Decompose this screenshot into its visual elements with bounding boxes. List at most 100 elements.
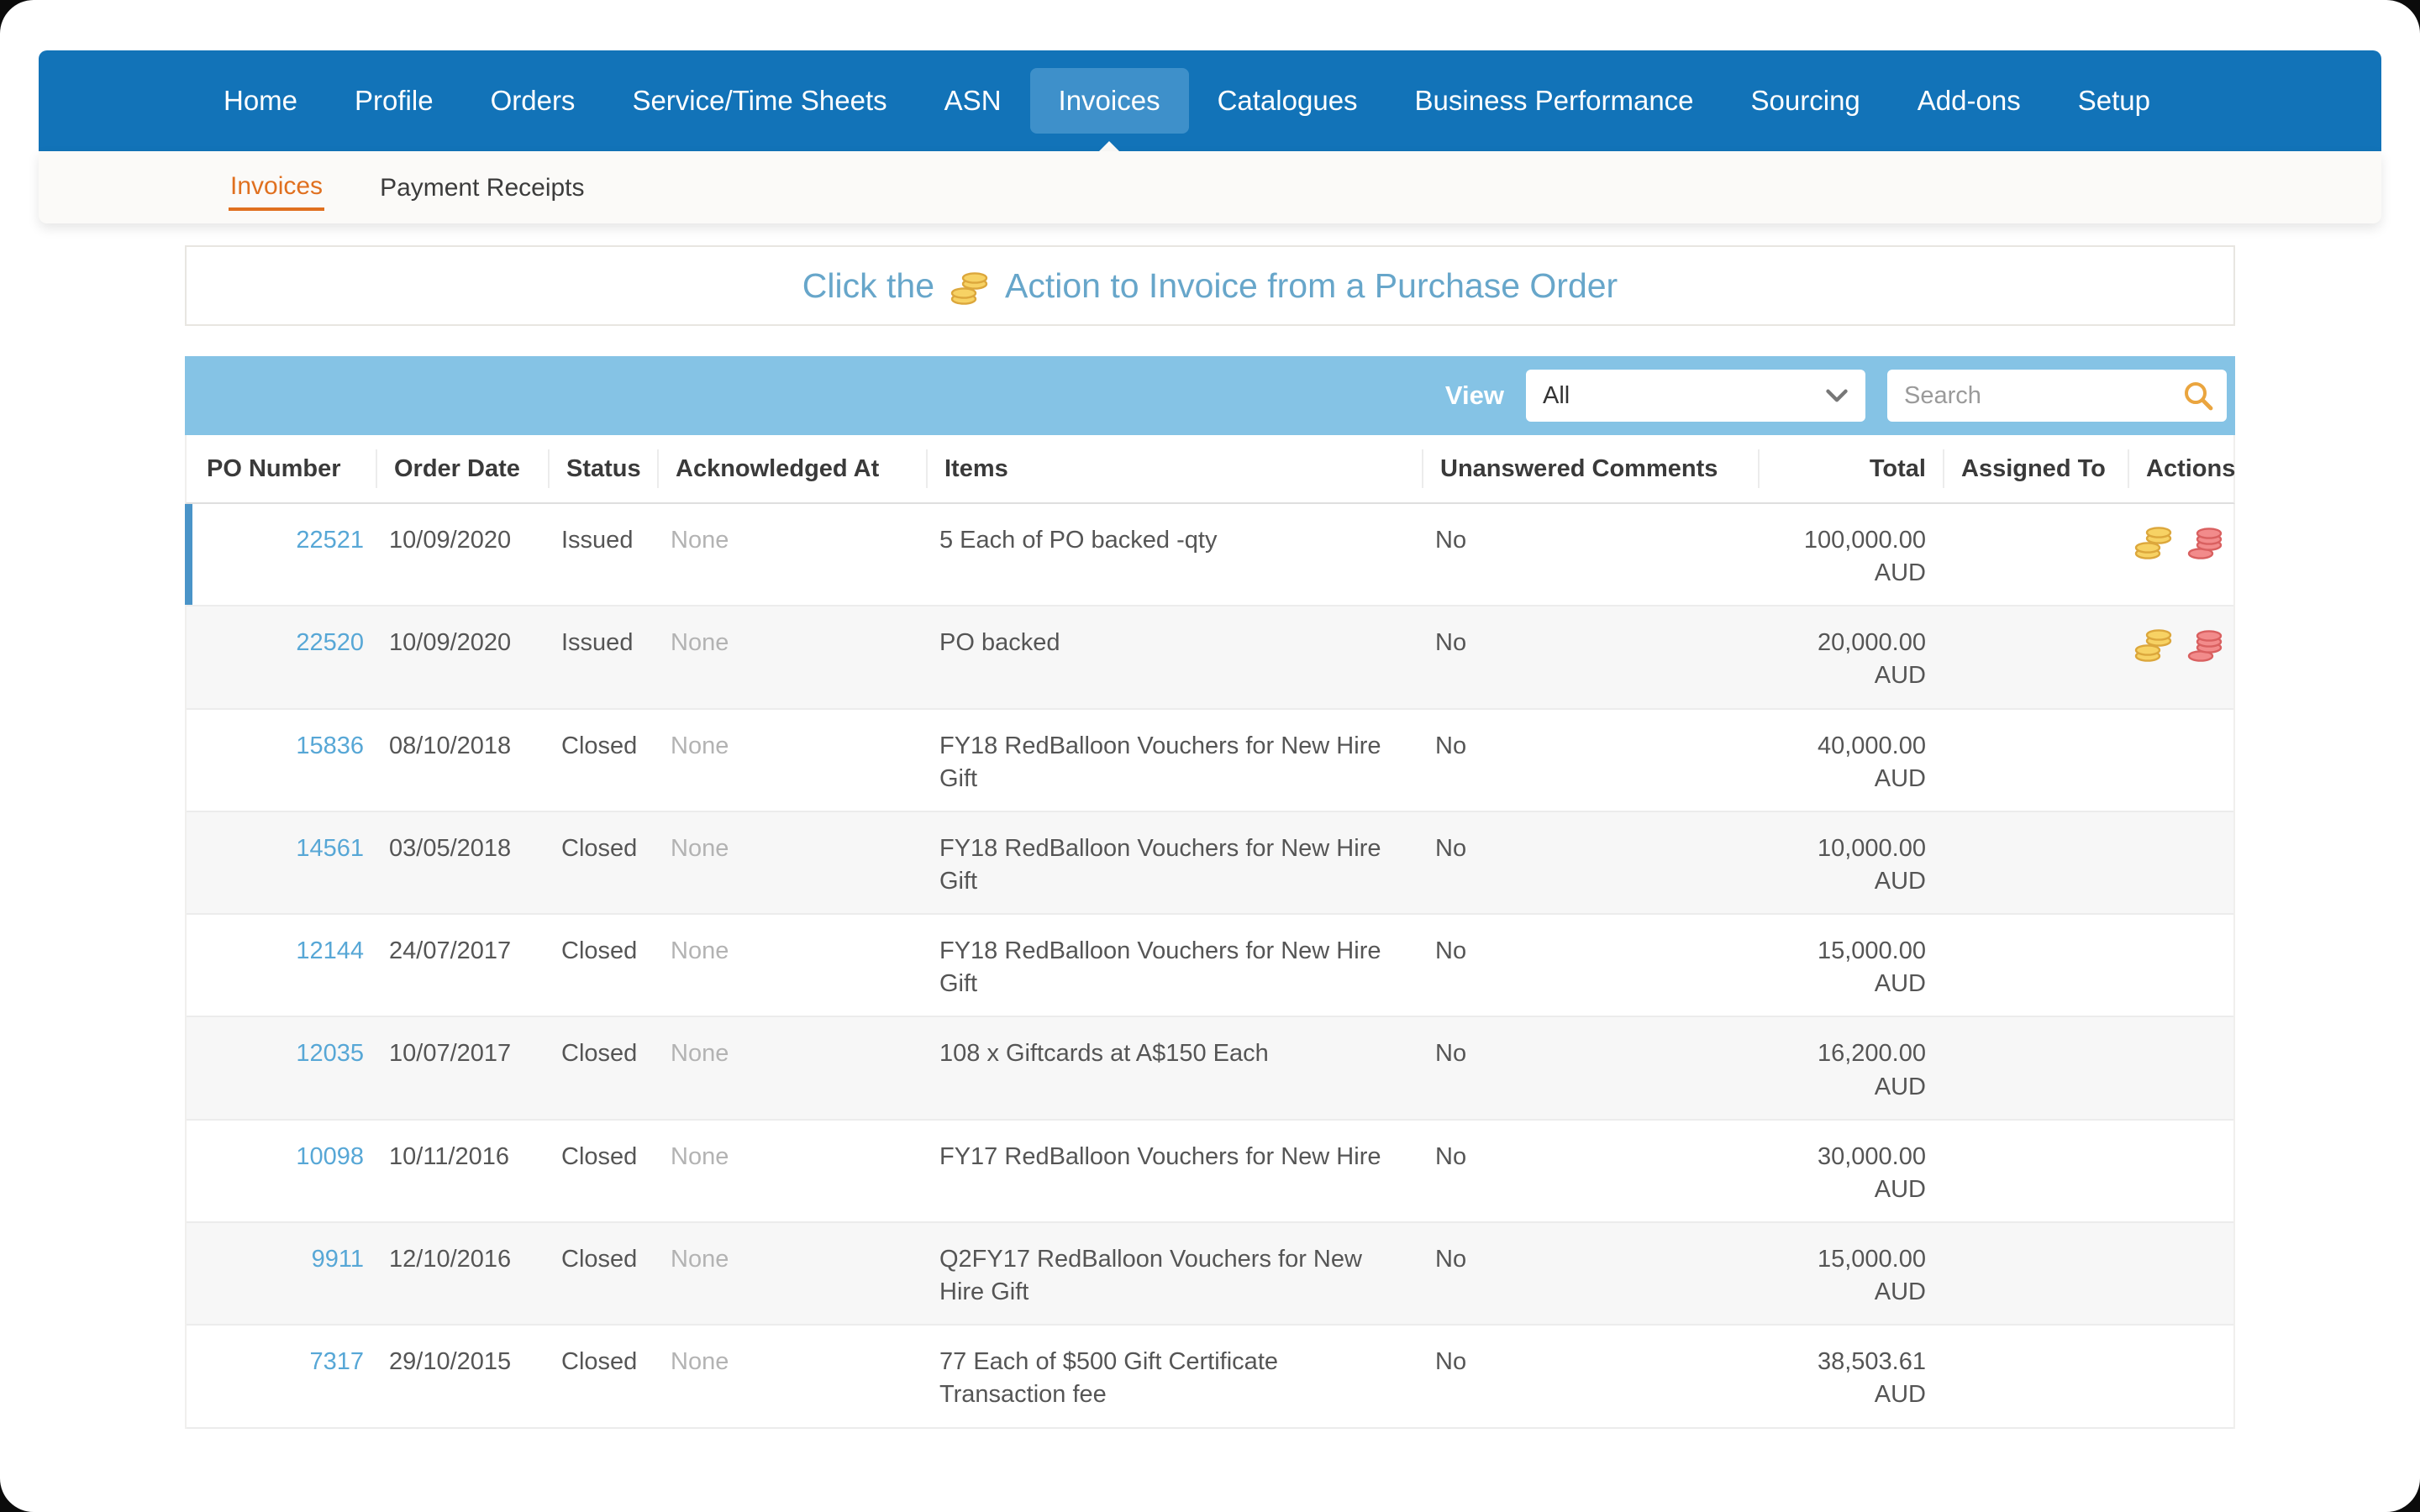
table-row: 12035 10/07/2017 Closed None 108 x Giftc…: [187, 1017, 2233, 1121]
nav-item-invoices[interactable]: Invoices: [1029, 68, 1189, 134]
items-cell: FY17 RedBalloon Vouchers for New Hire: [939, 1142, 1381, 1170]
table-row: 22521 10/09/2020 Issued None 5 Each of P…: [185, 504, 2233, 607]
status-cell: Closed: [561, 1142, 638, 1170]
acknowledged-at-cell: None: [671, 1142, 729, 1170]
sub-nav: Invoices Payment Receipts: [39, 151, 2381, 223]
unanswered-comments-cell: No: [1435, 527, 1467, 554]
po-number-link[interactable]: 12144: [296, 937, 364, 965]
status-cell: Issued: [561, 527, 634, 554]
col-header-items[interactable]: Items: [926, 449, 1422, 488]
nav-item-catalogues[interactable]: Catalogues: [1217, 85, 1358, 116]
po-number-cell: 10098: [187, 1121, 376, 1221]
po-number-link[interactable]: 14561: [296, 834, 364, 862]
subnav-item-payment-receipts[interactable]: Payment Receipts: [380, 174, 585, 202]
banner-text-before: Click the: [802, 265, 934, 305]
nav-item-setup[interactable]: Setup: [2077, 85, 2150, 116]
status-cell: Closed: [561, 937, 638, 965]
po-number-link[interactable]: 22521: [296, 527, 364, 554]
po-number-link[interactable]: 9911: [311, 1245, 364, 1273]
main-nav: Home Profile Orders Service/Time Sheets ASN I…: [39, 50, 2381, 151]
po-number-link[interactable]: 22520: [296, 629, 364, 657]
row-actions: [2128, 710, 2237, 811]
nav-item-service-time-sheets[interactable]: Service/Time Sheets: [632, 85, 887, 116]
nav-item-orders[interactable]: Orders: [490, 85, 576, 116]
col-header-assigned-to[interactable]: Assigned To: [1943, 449, 2128, 488]
po-number-cell: 12035: [187, 1017, 376, 1118]
po-number-link[interactable]: 15836: [296, 732, 364, 759]
order-date-cell: 10/09/2020: [389, 527, 512, 554]
table-row: 7317 29/10/2015 Closed None 77 Each of $…: [187, 1326, 2233, 1429]
acknowledged-at-cell: None: [671, 1348, 729, 1376]
assigned-to-cell: [1943, 812, 2128, 913]
col-header-total[interactable]: Total: [1758, 449, 1943, 488]
create-invoice-icon[interactable]: [2133, 627, 2175, 664]
items-cell: FY18 RedBalloon Vouchers for New Hire Gi…: [939, 732, 1381, 792]
view-dropdown[interactable]: All: [1526, 370, 1865, 422]
row-actions: [2128, 1121, 2237, 1221]
order-date-cell: 10/11/2016: [389, 1142, 509, 1170]
search-input[interactable]: [1887, 370, 2227, 422]
acknowledged-at-cell: None: [671, 629, 729, 657]
nav-item-sourcing[interactable]: Sourcing: [1750, 85, 1860, 116]
items-cell: 108 x Giftcards at A$150 Each: [939, 1040, 1269, 1068]
acknowledged-at-cell: None: [671, 1040, 729, 1068]
assigned-to-cell: [1943, 1017, 2128, 1118]
po-number-cell: 22521: [187, 504, 376, 605]
order-date-cell: 24/07/2017: [389, 937, 512, 965]
acknowledged-at-cell: None: [671, 937, 729, 965]
status-cell: Issued: [561, 629, 634, 657]
row-actions: [2128, 606, 2237, 707]
col-header-order-date[interactable]: Order Date: [376, 449, 548, 488]
po-number-cell: 9911: [187, 1223, 376, 1324]
nav-item-business-performance[interactable]: Business Performance: [1414, 85, 1694, 116]
table-row: 10098 10/11/2016 Closed None FY17 RedBal…: [187, 1120, 2233, 1223]
po-number-link[interactable]: 7317: [309, 1348, 364, 1376]
assigned-to-cell: [1943, 1326, 2128, 1426]
status-cell: Closed: [561, 1245, 638, 1273]
acknowledged-at-cell: None: [671, 834, 729, 862]
table-row: 9911 12/10/2016 Closed None Q2FY17 RedBa…: [187, 1222, 2233, 1326]
order-date-cell: 03/05/2018: [389, 834, 512, 862]
po-number-link[interactable]: 10098: [296, 1142, 364, 1170]
nav-item-profile[interactable]: Profile: [355, 85, 434, 116]
po-number-cell: 22520: [187, 606, 376, 707]
subnav-item-invoices[interactable]: Invoices: [229, 164, 325, 211]
items-cell: Q2FY17 RedBalloon Vouchers for New Hire …: [939, 1245, 1362, 1306]
po-number-cell: 14561: [187, 812, 376, 913]
nav-item-asn[interactable]: ASN: [944, 85, 1002, 116]
create-invoice-icon[interactable]: [2133, 524, 2175, 561]
view-label: View: [1444, 381, 1504, 410]
items-cell: 77 Each of $500 Gift Certificate Transac…: [939, 1348, 1278, 1409]
table-row: 14561 03/05/2018 Closed None FY18 RedBal…: [187, 811, 2233, 916]
view-dropdown-value: All: [1543, 381, 1570, 409]
invoice-hint-banner: Click the Action to Invoice from a Purch…: [185, 245, 2235, 326]
table-toolbar: View All: [185, 356, 2235, 435]
items-cell: PO backed: [939, 629, 1060, 657]
nav-item-add-ons[interactable]: Add-ons: [1917, 85, 2021, 116]
status-cell: Closed: [561, 732, 638, 759]
col-header-unanswered-comments[interactable]: Unanswered Comments: [1422, 449, 1758, 488]
unanswered-comments-cell: No: [1435, 1040, 1467, 1068]
create-credit-note-icon[interactable]: [2185, 524, 2227, 561]
assigned-to-cell: [1943, 606, 2128, 707]
items-cell: FY18 RedBalloon Vouchers for New Hire Gi…: [939, 834, 1381, 895]
col-header-status[interactable]: Status: [548, 449, 657, 488]
total-cell: 38,503.61 AUD: [1817, 1348, 1926, 1409]
col-header-acknowledged-at[interactable]: Acknowledged At: [657, 449, 926, 488]
order-date-cell: 10/07/2017: [389, 1040, 512, 1068]
nav-item-home[interactable]: Home: [224, 85, 298, 116]
create-credit-note-icon[interactable]: [2185, 627, 2227, 664]
acknowledged-at-cell: None: [671, 527, 729, 554]
total-cell: 16,200.00 AUD: [1817, 1040, 1926, 1100]
assigned-to-cell: [1943, 1223, 2128, 1324]
row-actions: [2128, 812, 2237, 913]
po-number-cell: 7317: [187, 1326, 376, 1426]
col-header-po-number[interactable]: PO Number: [207, 454, 341, 482]
search-icon[interactable]: [2181, 379, 2215, 417]
total-cell: 100,000.00 AUD: [1803, 527, 1926, 587]
search-box: [1887, 370, 2227, 422]
acknowledged-at-cell: None: [671, 732, 729, 759]
items-cell: 5 Each of PO backed -qty: [939, 527, 1218, 554]
po-number-link[interactable]: 12035: [296, 1040, 364, 1068]
